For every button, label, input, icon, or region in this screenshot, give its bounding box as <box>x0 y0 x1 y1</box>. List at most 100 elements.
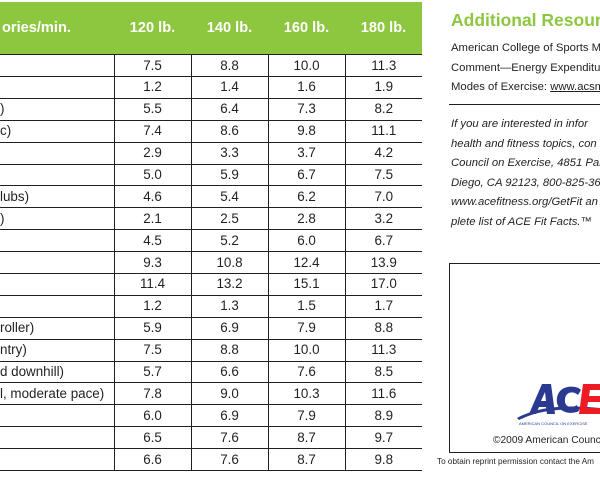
resources-text: American College of Sports M Comment—Ene… <box>451 39 600 98</box>
calorie-value-cell: 15.1 <box>267 273 345 296</box>
activity-cell <box>0 404 114 428</box>
calorie-value-cell: 5.2 <box>190 229 268 253</box>
calorie-value-cell: 4.5 <box>113 229 191 253</box>
calorie-value-cell: 6.2 <box>267 185 345 209</box>
calorie-value-cell: 7.4 <box>113 120 191 143</box>
table-row: 4.5 5.2 6.0 6.7 <box>0 229 422 253</box>
activity-cell <box>0 426 114 450</box>
table-row: 6.6 7.6 8.7 9.8 <box>0 448 422 472</box>
logo-tagline: AMERICAN COUNCIL ON EXERCISE <box>519 421 588 426</box>
calorie-value-cell: 9.8 <box>267 120 345 143</box>
table-row: l, moderate pace) 7.8 9.0 10.3 11.6 <box>0 382 422 406</box>
calorie-value-cell: 8.8 <box>344 317 422 340</box>
calorie-value-cell: 5.5 <box>113 98 191 121</box>
calorie-value-cell: 1.7 <box>344 295 422 318</box>
calorie-value-cell: 2.9 <box>113 142 191 165</box>
calorie-value-cell: 6.7 <box>344 229 422 253</box>
calorie-value-cell: 1.2 <box>113 76 191 99</box>
calorie-value-cell: 9.0 <box>190 382 268 406</box>
table-row: ) 2.1 2.5 2.8 3.2 <box>0 207 422 231</box>
calorie-value-cell: 3.3 <box>190 142 268 165</box>
acsm-link[interactable]: www.acsm <box>550 81 600 93</box>
activity-cell <box>0 164 114 187</box>
calorie-value-cell: 10.8 <box>190 251 268 275</box>
calorie-value-cell: 13.9 <box>344 251 422 275</box>
activity-cell: ) <box>0 207 114 231</box>
calorie-value-cell: 13.2 <box>190 273 268 296</box>
calorie-value-cell: 8.5 <box>344 361 422 384</box>
activity-cell <box>0 251 114 275</box>
calorie-value-cell: 11.3 <box>344 339 422 362</box>
calorie-value-cell: 12.4 <box>267 251 345 275</box>
logo-letter-c <box>556 386 581 413</box>
header-180-lb: 180 lb. <box>345 2 422 55</box>
info-line: Council on Exercise, 4851 Par <box>451 157 600 169</box>
activity-cell: d downhill) <box>0 361 114 384</box>
calorie-value-cell: 6.9 <box>190 404 268 428</box>
calorie-value-cell: 7.9 <box>267 404 345 428</box>
table-row: ) 5.5 6.4 7.3 8.2 <box>0 98 422 121</box>
header-calories-per-min: ories/min. <box>0 2 114 55</box>
calorie-value-cell: 10.3 <box>267 382 345 406</box>
calorie-value-cell: 7.5 <box>113 339 191 362</box>
table-header-row: ories/min. 120 lb. 140 lb. 160 lb. 180 l… <box>0 2 422 55</box>
activity-cell: l, moderate pace) <box>0 382 114 406</box>
calories-table: ories/min. 120 lb. 140 lb. 160 lb. 180 l… <box>0 2 422 472</box>
calorie-value-cell: 6.0 <box>113 404 191 428</box>
calorie-value-cell: 6.6 <box>113 448 191 472</box>
activity-cell: lubs) <box>0 185 114 209</box>
calorie-value-cell: 9.3 <box>113 251 191 275</box>
calorie-value-cell: 3.7 <box>267 142 345 165</box>
resource-prefix: Modes of Exercise: <box>451 81 551 93</box>
calorie-value-cell: 5.4 <box>190 185 268 209</box>
table-row: d downhill) 5.7 6.6 7.6 8.5 <box>0 361 422 384</box>
resource-line: Modes of Exercise: www.acsm <box>451 78 600 98</box>
calorie-value-cell: 6.4 <box>190 98 268 121</box>
calorie-value-cell: 7.6 <box>190 448 268 472</box>
calorie-value-cell: 11.6 <box>344 382 422 406</box>
info-line: health and fitness topics, con <box>451 137 597 150</box>
calorie-value-cell: 9.7 <box>344 426 422 450</box>
table-row: roller) 5.9 6.9 7.9 8.8 <box>0 317 422 340</box>
calorie-value-cell: 11.4 <box>113 273 191 296</box>
info-paragraph: If you are interested in infor health an… <box>451 115 600 232</box>
ace-logo: AMERICAN COUNCIL ON EXERCISE <box>517 384 600 426</box>
calorie-value-cell: 11.3 <box>344 54 422 77</box>
activity-cell <box>0 273 114 296</box>
activity-cell: roller) <box>0 317 114 340</box>
calorie-value-cell: 5.9 <box>113 317 191 340</box>
calorie-value-cell: 8.8 <box>190 339 268 362</box>
activity-cell <box>0 142 114 165</box>
calorie-value-cell: 4.2 <box>344 142 422 165</box>
calorie-value-cell: 8.8 <box>190 54 268 77</box>
header-160-lb: 160 lb. <box>268 2 345 55</box>
calorie-value-cell: 7.8 <box>113 382 191 406</box>
calorie-value-cell: 5.0 <box>113 164 191 187</box>
calorie-value-cell: 1.6 <box>267 76 345 99</box>
table-row: 6.5 7.6 8.7 9.7 <box>0 426 422 450</box>
table-row: lubs) 4.6 5.4 6.2 7.0 <box>0 185 422 209</box>
calorie-value-cell: 5.7 <box>113 361 191 384</box>
calorie-value-cell: 6.9 <box>190 317 268 340</box>
calorie-value-cell: 7.3 <box>267 98 345 121</box>
activity-cell <box>0 448 114 472</box>
table-row: 1.2 1.3 1.5 1.7 <box>0 295 422 318</box>
copyright-text: ©2009 American Counc <box>493 435 600 446</box>
calorie-value-cell: 1.2 <box>113 295 191 318</box>
activity-cell <box>0 76 114 99</box>
table-row: 1.2 1.4 1.6 1.9 <box>0 76 422 99</box>
calorie-value-cell: 6.7 <box>267 164 345 187</box>
logo-letter-e <box>579 384 600 414</box>
calorie-value-cell: 1.9 <box>344 76 422 99</box>
additional-resources-title: Additional Resource <box>451 10 600 30</box>
calorie-value-cell: 6.6 <box>190 361 268 384</box>
table-row: 7.5 8.8 10.0 11.3 <box>0 54 422 77</box>
activity-cell <box>0 295 114 318</box>
table-row: ntry) 7.5 8.8 10.0 11.3 <box>0 339 422 362</box>
header-120-lb: 120 lb. <box>114 2 191 55</box>
section-divider <box>449 104 600 105</box>
calorie-value-cell: 7.0 <box>344 185 422 209</box>
info-line: Diego, CA 92123, 800-825-36 <box>451 176 600 189</box>
table-row: 6.0 6.9 7.9 8.9 <box>0 404 422 428</box>
reprint-notice: To obtain reprint permission contact the… <box>437 457 595 466</box>
